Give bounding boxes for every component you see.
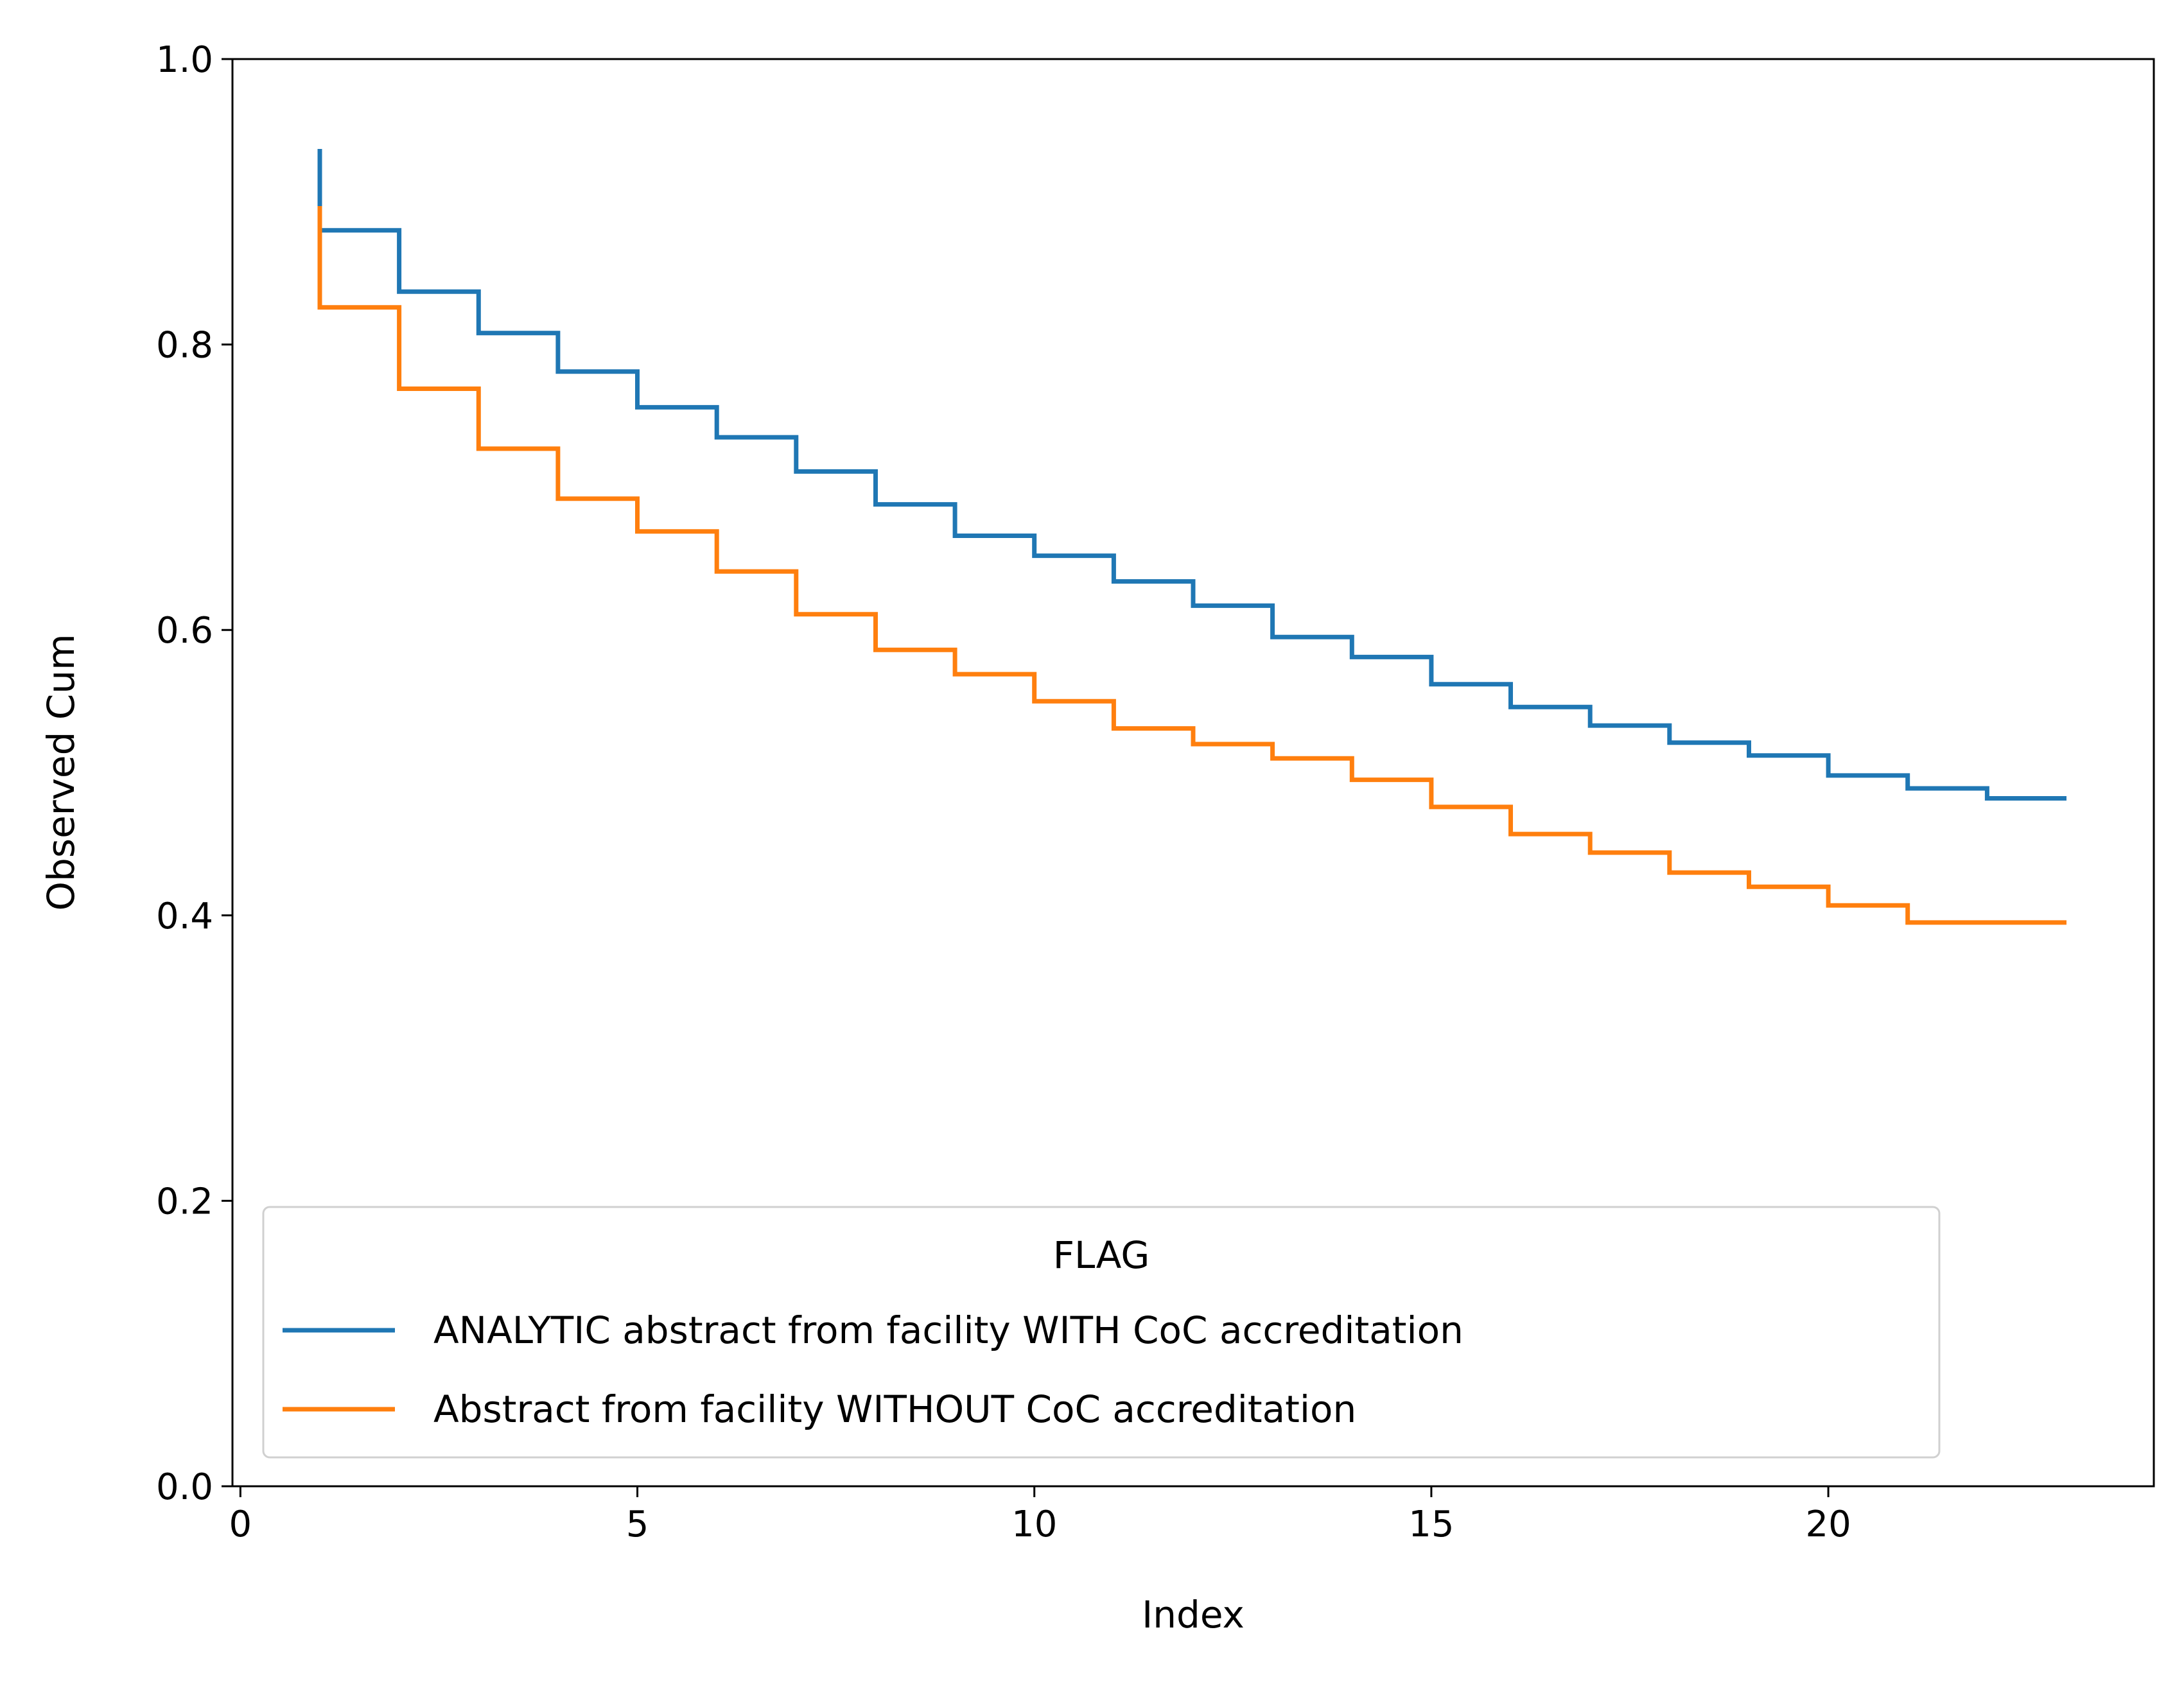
legend-label-without-coc: Abstract from facility WITHOUT CoC accre… xyxy=(433,1387,1356,1431)
y-axis-ticks: 0.0 0.2 0.4 0.6 0.8 1.0 xyxy=(156,39,232,1508)
y-axis-label: Observed Cum xyxy=(39,634,83,910)
x-tick-label: 10 xyxy=(1011,1504,1057,1545)
y-tick-label: 0.4 xyxy=(156,896,213,937)
legend-label-with-coc: ANALYTIC abstract from facility WITH CoC… xyxy=(433,1308,1463,1352)
x-tick-label: 20 xyxy=(1805,1504,1851,1545)
y-tick-label: 0.6 xyxy=(156,610,213,652)
y-tick-label: 0.8 xyxy=(156,325,213,367)
legend-title: FLAG xyxy=(1053,1233,1150,1277)
y-tick-label: 0.0 xyxy=(156,1466,213,1508)
legend: FLAG ANALYTIC abstract from facility WIT… xyxy=(262,1206,1941,1459)
series-line-2 xyxy=(317,206,2066,925)
legend-box xyxy=(262,1206,1941,1459)
plot-frame xyxy=(231,58,2155,1488)
series-line-1 xyxy=(317,149,2066,801)
x-tick-label: 0 xyxy=(229,1504,252,1545)
y-tick-label: 1.0 xyxy=(156,39,213,81)
x-tick-label: 5 xyxy=(626,1504,649,1545)
x-tick-label: 15 xyxy=(1408,1504,1454,1545)
x-axis-label: Index xyxy=(1142,1593,1245,1636)
x-axis-ticks: 0 5 10 15 20 xyxy=(229,1486,1851,1545)
plot-lines xyxy=(317,149,2066,925)
y-tick-label: 0.2 xyxy=(156,1181,213,1222)
